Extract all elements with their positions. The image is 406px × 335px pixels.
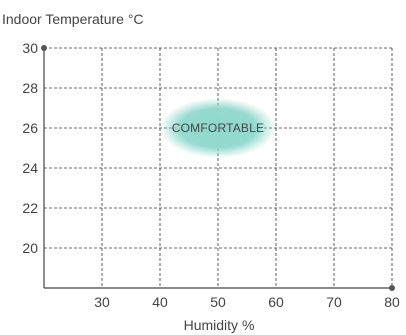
x-tick-label-50: 50 — [210, 294, 226, 310]
y-axis-title: Indoor Temperature °C — [2, 11, 144, 27]
x-tick-label-60: 60 — [268, 294, 284, 310]
y-axis-end-dot — [41, 45, 47, 51]
comfort-zone-label: COMFORTABLE — [172, 121, 264, 135]
y-tick-label-28: 28 — [22, 80, 38, 96]
x-tick-label-70: 70 — [326, 294, 342, 310]
x-tick-labels: 30 40 50 60 70 80 — [94, 294, 400, 310]
axes — [41, 45, 395, 291]
x-tick-label-30: 30 — [94, 294, 110, 310]
y-tick-label-22: 22 — [22, 200, 38, 216]
y-tick-label-26: 26 — [22, 120, 38, 136]
comfort-zones: COMFORTABLE — [160, 98, 276, 158]
x-axis-title: Humidity % — [184, 317, 255, 333]
x-tick-label-40: 40 — [152, 294, 168, 310]
y-tick-label-30: 30 — [22, 40, 38, 56]
x-axis-end-dot — [389, 285, 395, 291]
y-tick-label-24: 24 — [22, 160, 38, 176]
x-tick-label-80: 80 — [384, 294, 400, 310]
y-tick-label-20: 20 — [22, 240, 38, 256]
grid — [44, 47, 393, 288]
y-tick-labels: 20 22 24 26 28 30 — [22, 40, 38, 256]
comfort-zone-ellipse — [160, 98, 276, 158]
